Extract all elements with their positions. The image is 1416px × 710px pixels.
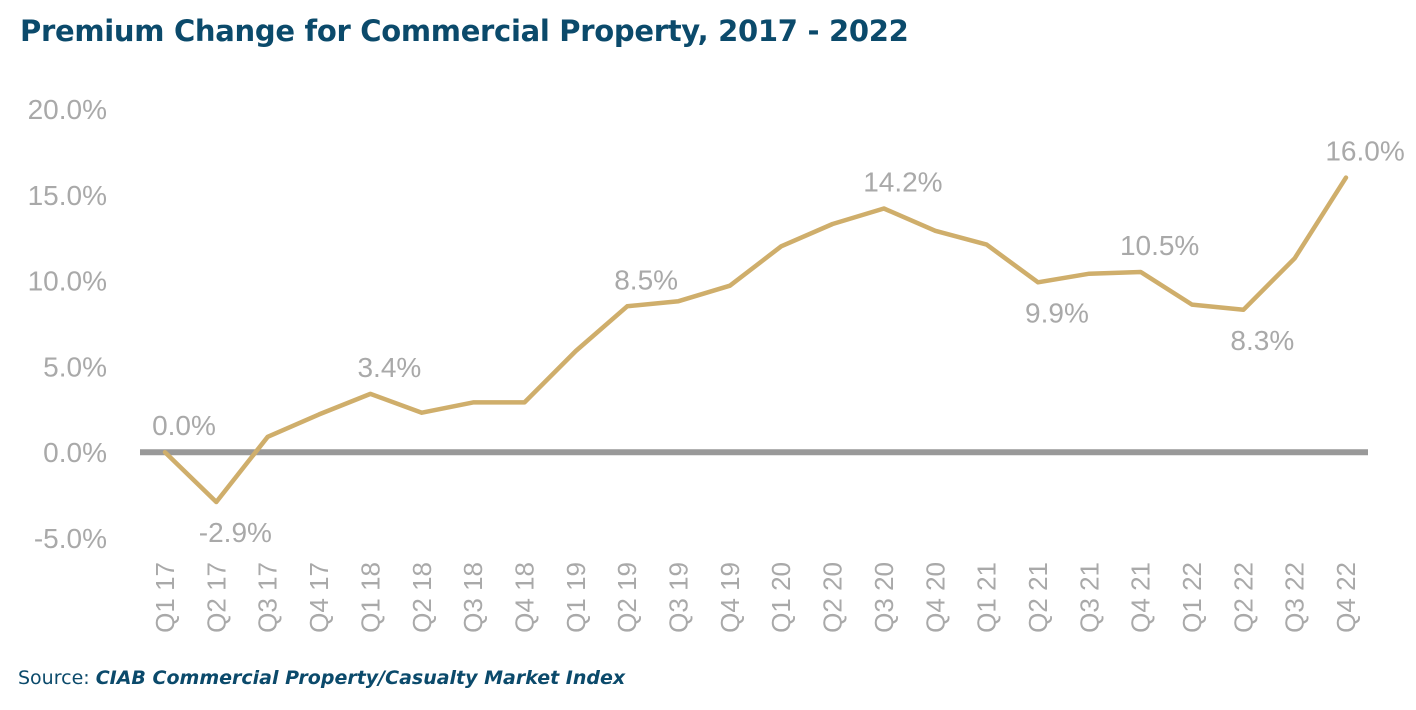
y-tick-label: -5.0% xyxy=(34,523,107,554)
data-label: 0.0% xyxy=(152,410,216,441)
x-tick-label: Q3 22 xyxy=(1280,562,1310,633)
data-label: 8.3% xyxy=(1230,325,1294,356)
x-tick-label: Q4 18 xyxy=(509,562,539,633)
x-tick-label: Q3 21 xyxy=(1074,562,1104,633)
x-tick-label: Q2 18 xyxy=(407,562,437,633)
x-tick-label: Q2 22 xyxy=(1228,562,1258,633)
x-tick-label: Q3 17 xyxy=(253,562,283,633)
x-tick-label: Q4 20 xyxy=(920,562,950,633)
x-tick-label: Q1 17 xyxy=(150,562,180,633)
x-tick-label: Q1 19 xyxy=(561,562,591,633)
source-prefix: Source: xyxy=(18,667,96,689)
x-tick-label: Q1 21 xyxy=(972,562,1002,633)
data-label: 14.2% xyxy=(863,167,942,198)
data-label: -2.9% xyxy=(199,517,272,548)
x-tick-label: Q1 20 xyxy=(766,562,796,633)
x-tick-label: Q3 18 xyxy=(458,562,488,633)
x-tick-label: Q2 20 xyxy=(818,562,848,633)
x-axis-ticks: Q1 17 Q2 17 Q3 17 Q4 17 Q1 18 Q2 18 Q3 18 Q4 18… xyxy=(150,562,1361,633)
source-name: CIAB Commercial Property/Casualty Market… xyxy=(95,667,626,689)
source-note: Source: CIAB Commercial Property/Casualt… xyxy=(18,667,625,689)
chart-title: Premium Change for Commercial Property, … xyxy=(20,14,909,48)
y-tick-label: 15.0% xyxy=(28,180,107,211)
x-tick-label: Q2 19 xyxy=(612,562,642,633)
x-tick-label: Q1 18 xyxy=(355,562,385,633)
x-tick-label: Q2 17 xyxy=(201,562,231,633)
y-tick-label: 0.0% xyxy=(43,437,107,468)
x-tick-label: Q4 19 xyxy=(715,562,745,633)
x-tick-label: Q3 19 xyxy=(664,562,694,633)
y-tick-label: 20.0% xyxy=(28,94,107,125)
data-labels: 0.0% -2.9% 3.4% 8.5% 14.2% 9.9% 10.5% 8.3% 16.0% xyxy=(152,136,1405,548)
x-tick-label: Q4 22 xyxy=(1331,562,1361,633)
x-tick-label: Q1 22 xyxy=(1177,562,1207,633)
data-label: 3.4% xyxy=(357,352,421,383)
data-label: 16.0% xyxy=(1325,136,1404,167)
x-tick-label: Q2 21 xyxy=(1023,562,1053,633)
data-label: 9.9% xyxy=(1025,297,1089,328)
data-label: 8.5% xyxy=(614,264,678,295)
x-tick-label: Q4 17 xyxy=(304,562,334,633)
x-tick-label: Q3 20 xyxy=(869,562,899,633)
y-axis-ticks: -5.0% 0.0% 5.0% 10.0% 15.0% 20.0% xyxy=(28,94,107,554)
y-tick-label: 10.0% xyxy=(28,266,107,297)
series-line xyxy=(162,175,1349,505)
x-tick-label: Q4 21 xyxy=(1126,562,1156,633)
data-label: 10.5% xyxy=(1120,230,1199,261)
y-tick-label: 5.0% xyxy=(43,351,107,382)
